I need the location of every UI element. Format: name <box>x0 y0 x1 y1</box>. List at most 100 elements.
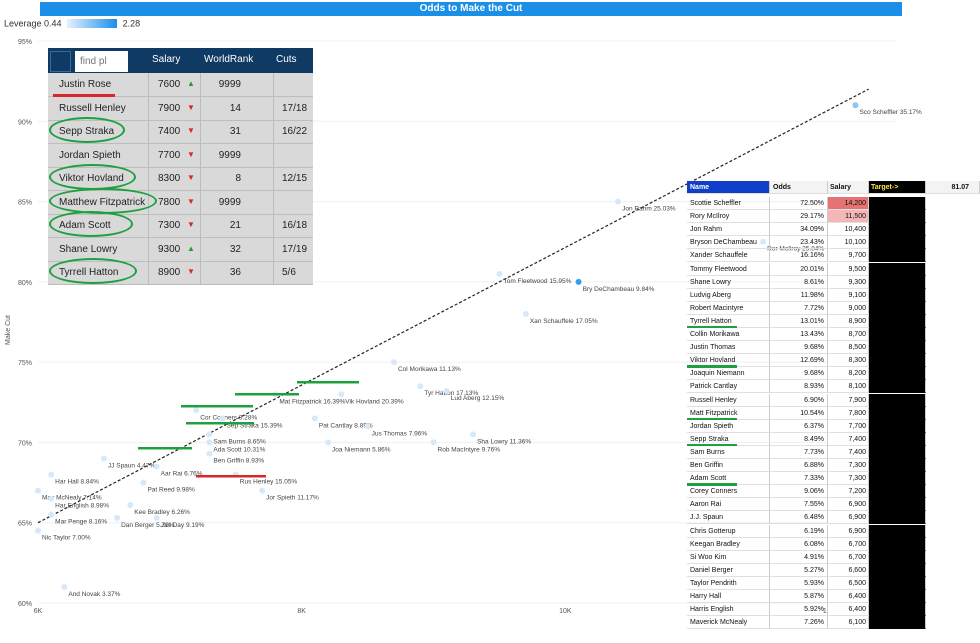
odds-table-row[interactable]: Jordan Spieth 6.37% 7,700 <box>687 419 980 433</box>
y-tick-label: 85% <box>18 200 32 207</box>
target-cell[interactable] <box>869 537 926 551</box>
table-row[interactable]: Shane Lowry 9300 ▲ 32 17/19 <box>48 238 313 262</box>
target-cell[interactable] <box>869 288 926 302</box>
salary-header-right[interactable]: Salary <box>828 181 869 194</box>
odds-table-row[interactable]: Harry Hall 5.87% 6,400 <box>687 590 980 603</box>
player-salary: 8,300 <box>828 354 869 368</box>
odds-table-row[interactable]: Joaquin Niemann 9.68% 8,200 <box>687 367 980 381</box>
highlight-underline <box>297 381 359 384</box>
table-row[interactable]: Russell Henley 7900 ▼ 14 17/18 <box>48 97 313 121</box>
player-odds: 20.01% <box>770 262 828 276</box>
odds-table-row[interactable]: Taylor Pendrith 5.93% 6,500 <box>687 576 980 590</box>
target-cell[interactable] <box>869 275 926 289</box>
player-odds: 6.37% <box>770 419 828 433</box>
cuts-header[interactable]: Cuts <box>276 54 297 65</box>
odds-table-row[interactable]: Patrick Cantlay 8.93% 8,100 <box>687 380 980 394</box>
player-worldrank: 9999 <box>218 149 241 161</box>
odds-table-row[interactable]: Adam Scott 7.33% 7,300 <box>687 472 980 486</box>
target-cell[interactable] <box>869 223 926 237</box>
target-cell[interactable] <box>869 210 926 224</box>
odds-table-row[interactable]: Sepp Straka 8.49% 7,400 <box>687 432 980 446</box>
target-cell[interactable] <box>869 563 926 577</box>
highlight-underline <box>186 422 254 425</box>
target-cell[interactable] <box>869 432 926 446</box>
odds-table-row[interactable]: Tommy Fleetwood 20.01% 9,500 <box>687 262 980 276</box>
target-cell[interactable] <box>869 550 926 564</box>
target-cell[interactable] <box>869 236 926 250</box>
target-cell[interactable] <box>869 341 926 355</box>
target-cell[interactable] <box>869 393 926 407</box>
target-cell[interactable] <box>869 406 926 420</box>
odds-table-row[interactable]: Maverick McNealy 7.26% 6,100 <box>687 616 980 630</box>
odds-table-row[interactable]: Xander Schauffele 16.16% 9,700 <box>687 249 980 263</box>
player-worldrank: 21 <box>229 220 241 231</box>
target-cell[interactable] <box>869 262 926 276</box>
odds-table-row[interactable]: Chris Gotterup 6.19% 6,900 <box>687 524 980 538</box>
odds-table-row[interactable]: Matt Fitzpatrick 10.54% 7,800 <box>687 406 980 420</box>
worldrank-header[interactable]: WorldRank <box>204 54 254 65</box>
player-name: Tommy Fleetwood <box>687 262 770 276</box>
point-label: Har Hall 8.84% <box>55 479 99 486</box>
odds-table-row[interactable]: Harris English 5.92% 6,400 <box>687 603 980 617</box>
data-point <box>325 439 332 446</box>
odds-table-row[interactable]: Keegan Bradley 6.08% 6,700 <box>687 537 980 551</box>
target-cell[interactable] <box>869 197 926 210</box>
table-menu-icon[interactable] <box>50 51 71 72</box>
target-cell[interactable] <box>869 616 926 630</box>
odds-table-row[interactable]: Si Woo Kim 4.91% 6,700 <box>687 550 980 564</box>
target-cell[interactable] <box>869 380 926 394</box>
target-cell[interactable] <box>869 590 926 603</box>
target-cell[interactable] <box>869 485 926 499</box>
point-label: Col Morikawa 11.13% <box>398 366 461 373</box>
target-cell[interactable] <box>869 354 926 368</box>
odds-table-row[interactable]: Shane Lowry 8.61% 9,300 <box>687 275 980 289</box>
target-cell[interactable] <box>869 576 926 590</box>
odds-table-row[interactable]: Robert Macintyre 7.72% 9,000 <box>687 301 980 315</box>
salary-header[interactable]: Salary <box>152 54 181 65</box>
odds-table-row[interactable]: Rory McIlroy 29.17% 11,500 <box>687 210 980 224</box>
target-cell[interactable] <box>869 459 926 472</box>
target-cell[interactable] <box>869 301 926 315</box>
odds-table-row[interactable]: Justin Thomas 9.68% 8,500 <box>687 341 980 355</box>
table-row[interactable]: Jordan Spieth 7700 ▼ 9999 <box>48 144 313 168</box>
target-cell[interactable] <box>869 367 926 381</box>
odds-table-row[interactable]: J.J. Spaun 6.48% 6,900 <box>687 511 980 525</box>
legend-label: Leverage <box>4 18 42 29</box>
highlight-underline <box>235 393 299 396</box>
table-row[interactable]: Justin Rose 7600 ▲ 9999 <box>48 73 313 97</box>
target-cell[interactable] <box>869 472 926 486</box>
player-salary: 6,500 <box>828 576 869 590</box>
player-salary: 9,700 <box>828 249 869 263</box>
odds-table-row[interactable]: Aaron Rai 7.55% 6,900 <box>687 498 980 512</box>
target-cell[interactable] <box>869 603 926 617</box>
odds-table-row[interactable]: Russell Henley 6.90% 7,900 <box>687 393 980 407</box>
target-cell[interactable] <box>869 328 926 341</box>
target-cell[interactable] <box>869 445 926 459</box>
odds-table-row[interactable]: Ludvig Aberg 11.98% 9,100 <box>687 288 980 302</box>
point-label: Sam Burns 8.65% <box>213 438 266 445</box>
target-cell[interactable] <box>869 419 926 433</box>
target-cell[interactable] <box>869 511 926 525</box>
odds-table-row[interactable]: Scottie Scheffler 72.50% 14,200 <box>687 197 980 210</box>
odds-table-row[interactable]: Daniel Berger 5.27% 6,600 <box>687 563 980 577</box>
player-search-input[interactable] <box>75 51 128 72</box>
odds-table-row[interactable]: Corey Conners 9.06% 7,200 <box>687 485 980 499</box>
target-cell[interactable] <box>869 524 926 538</box>
target-header[interactable]: Target-> <box>869 181 926 194</box>
target-value[interactable]: 81.07 <box>926 181 980 194</box>
odds-table-row[interactable]: Collin Morikawa 13.43% 8,700 <box>687 328 980 341</box>
data-point <box>390 359 397 366</box>
target-cell[interactable] <box>869 249 926 263</box>
odds-table-row[interactable]: Bryson DeChambeau 23.43% 10,100 <box>687 236 980 250</box>
odds-header[interactable]: Odds <box>770 181 828 194</box>
arrow-up-icon: ▲ <box>187 79 195 88</box>
player-worldrank: 14 <box>229 102 241 114</box>
player-odds: 6.19% <box>770 524 828 538</box>
name-header[interactable]: Name <box>687 181 770 194</box>
player-salary: 8,700 <box>828 328 869 341</box>
odds-table-row[interactable]: Jon Rahm 34.09% 10,400 <box>687 223 980 237</box>
target-cell[interactable] <box>869 314 926 328</box>
odds-table-row[interactable]: Ben Griffin 6.88% 7,300 <box>687 459 980 472</box>
odds-table-row[interactable]: Sam Burns 7.73% 7,400 <box>687 445 980 459</box>
target-cell[interactable] <box>869 498 926 512</box>
